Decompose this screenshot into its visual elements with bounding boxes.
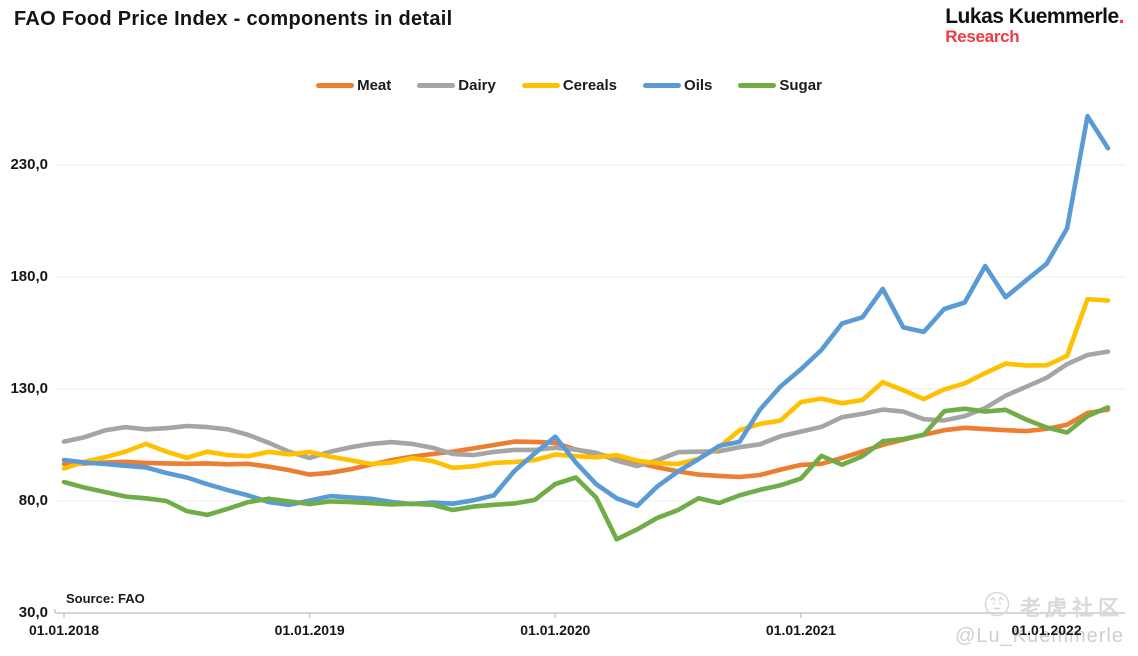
y-tick-label-80: 80,0 [18, 492, 48, 509]
legend-label-cereals: Cereals [562, 77, 618, 94]
legend-item-oils: Oils [643, 77, 712, 94]
y-tick-label-230: 230,0 [10, 156, 48, 173]
legend-swatch-meat [316, 83, 355, 88]
brand-dot: . [1118, 5, 1125, 28]
watermark: 老虎社区 @Lu_Kuemmerle [955, 591, 1124, 648]
legend-item-cereals: Cereals [521, 77, 618, 94]
legend-swatch-cereals [521, 83, 560, 88]
legend-item-dairy: Dairy [417, 77, 496, 94]
brand-subtitle: Research [945, 27, 1020, 46]
series-line-sugar [61, 405, 1111, 542]
tiger-community-icon [984, 591, 1010, 622]
brand-logo: Lukas Kuemmerle. Research [945, 6, 1124, 45]
legend-label-dairy: Dairy [458, 77, 496, 94]
watermark-community-text: 老虎社区 [1020, 596, 1124, 620]
y-tick-label-30: 30,0 [18, 604, 48, 621]
legend-swatch-oils [643, 83, 682, 88]
legend-label-oils: Oils [684, 77, 713, 94]
y-tick-label-180: 180,0 [10, 268, 48, 285]
source-note: Source: FAO [66, 591, 145, 606]
x-tick-label-01.01.2018: 01.01.2018 [28, 622, 100, 638]
series-line-cereals [61, 296, 1111, 471]
x-tick-label-01.01.2019: 01.01.2019 [274, 622, 345, 638]
y-tick-label-130: 130,0 [10, 380, 48, 397]
legend-item-meat: Meat [316, 77, 391, 94]
legend-swatch-dairy [417, 83, 456, 88]
brand-name: Lukas Kuemmerle. [945, 5, 1125, 28]
x-tick-label-01.01.2022: 01.01.2022 [1011, 622, 1082, 638]
watermark-handle: @Lu_Kuemmerle [955, 625, 1124, 647]
legend-label-sugar: Sugar [779, 77, 822, 94]
legend-label-meat: Meat [357, 77, 392, 94]
x-tick-label-01.01.2020: 01.01.2020 [520, 622, 591, 638]
x-tick-label-01.01.2021: 01.01.2021 [765, 622, 836, 638]
legend-item-sugar: Sugar [738, 77, 822, 94]
page-title: FAO Food Price Index - components in det… [14, 8, 453, 30]
series-line-oils [61, 113, 1111, 509]
chart-legend: Meat Dairy Cereals Oils Sugar [0, 77, 1138, 94]
legend-swatch-sugar [738, 83, 777, 88]
